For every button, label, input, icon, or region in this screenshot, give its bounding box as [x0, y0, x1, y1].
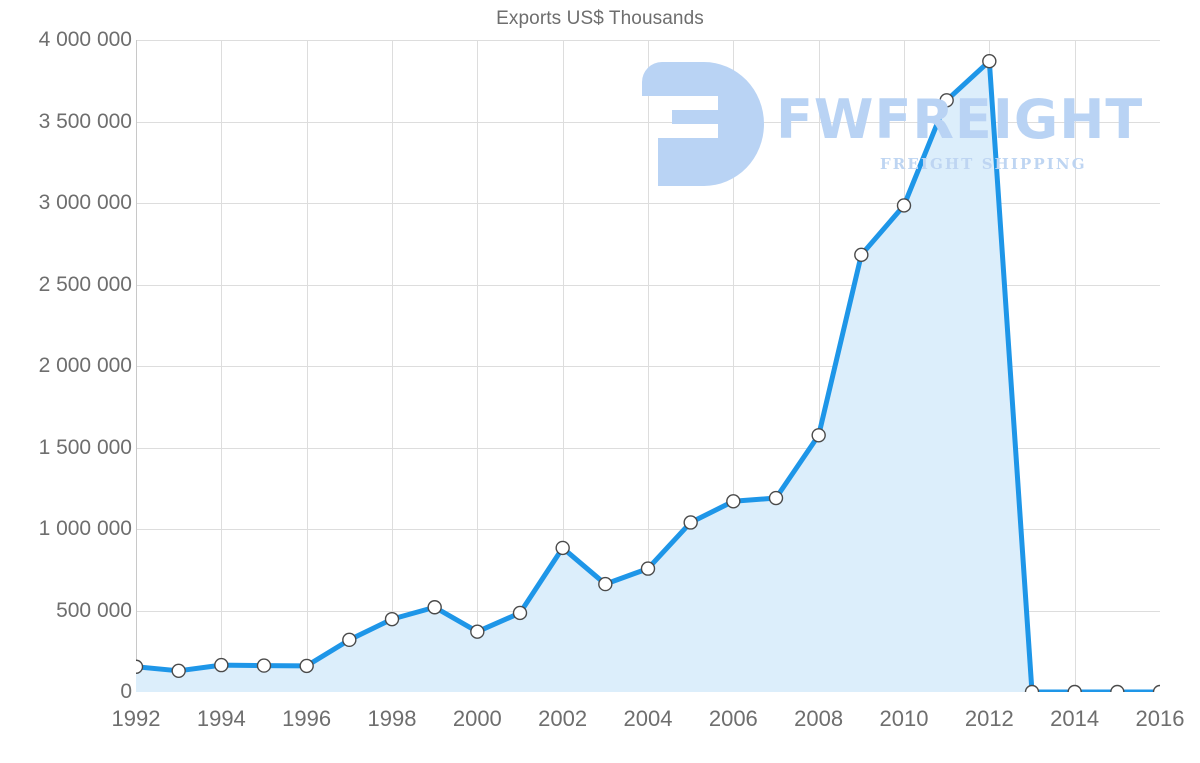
plot-area — [136, 40, 1160, 692]
x-axis-tick-label: 2012 — [964, 706, 1014, 731]
data-point[interactable] — [768, 490, 784, 506]
x-axis-tick-label: 2008 — [794, 706, 844, 731]
data-point[interactable] — [171, 663, 186, 679]
x-axis-tick-label: 2010 — [879, 706, 929, 731]
data-point[interactable] — [1067, 684, 1082, 693]
x-axis-tick-label: 2016 — [1135, 706, 1185, 731]
y-axis-tick-label: 500 000 — [56, 598, 132, 622]
x-axis-tick-label: 1994 — [196, 706, 246, 731]
data-point[interactable] — [1152, 684, 1161, 693]
y-axis-tick-label: 1 500 000 — [38, 435, 132, 459]
y-axis-tick-label: 1 000 000 — [38, 517, 132, 540]
x-axis-tick-label: 2014 — [1050, 706, 1100, 731]
data-point[interactable] — [1024, 684, 1040, 693]
data-point[interactable] — [896, 198, 912, 213]
data-point[interactable] — [598, 576, 613, 592]
data-point[interactable] — [811, 428, 826, 443]
series-area-fill — [136, 61, 1160, 692]
y-axis-tick-label: 2 000 000 — [38, 354, 132, 377]
data-point[interactable] — [342, 632, 357, 648]
chart-title: Exports US$ Thousands — [496, 8, 704, 29]
series-markers — [136, 53, 1161, 693]
x-axis-tick-label: 2002 — [538, 706, 588, 731]
data-point[interactable] — [384, 611, 400, 627]
data-point[interactable] — [726, 494, 741, 509]
y-axis-tick-label: 2 500 000 — [38, 272, 132, 296]
y-axis-tick-label: 3 500 000 — [38, 109, 132, 133]
data-point[interactable] — [683, 515, 698, 530]
data-point[interactable] — [982, 53, 997, 69]
data-point[interactable] — [427, 600, 442, 615]
data-point[interactable] — [470, 624, 485, 639]
y-axis-tick-label: 4 000 000 — [38, 28, 132, 51]
data-point[interactable] — [555, 540, 570, 556]
x-axis-tick-label: 2000 — [452, 706, 502, 731]
y-axis-tick-label: 0 — [120, 680, 132, 703]
data-point[interactable] — [939, 93, 954, 108]
x-axis-tick-label: 2004 — [623, 706, 673, 731]
data-point[interactable] — [136, 659, 144, 674]
x-axis-tick-label: 1998 — [367, 706, 417, 731]
data-point[interactable] — [854, 247, 869, 263]
data-point[interactable] — [214, 657, 229, 673]
data-point[interactable] — [512, 605, 528, 621]
x-axis-tick-label: 1996 — [282, 706, 332, 731]
data-point[interactable] — [299, 658, 314, 674]
data-point[interactable] — [1110, 684, 1125, 693]
y-axis-tick-label: 3 000 000 — [38, 191, 132, 214]
x-axis-tick-label: 2006 — [708, 706, 758, 731]
data-point[interactable] — [256, 658, 272, 673]
data-point[interactable] — [640, 561, 656, 576]
x-axis-tick-label: 1992 — [111, 706, 161, 731]
